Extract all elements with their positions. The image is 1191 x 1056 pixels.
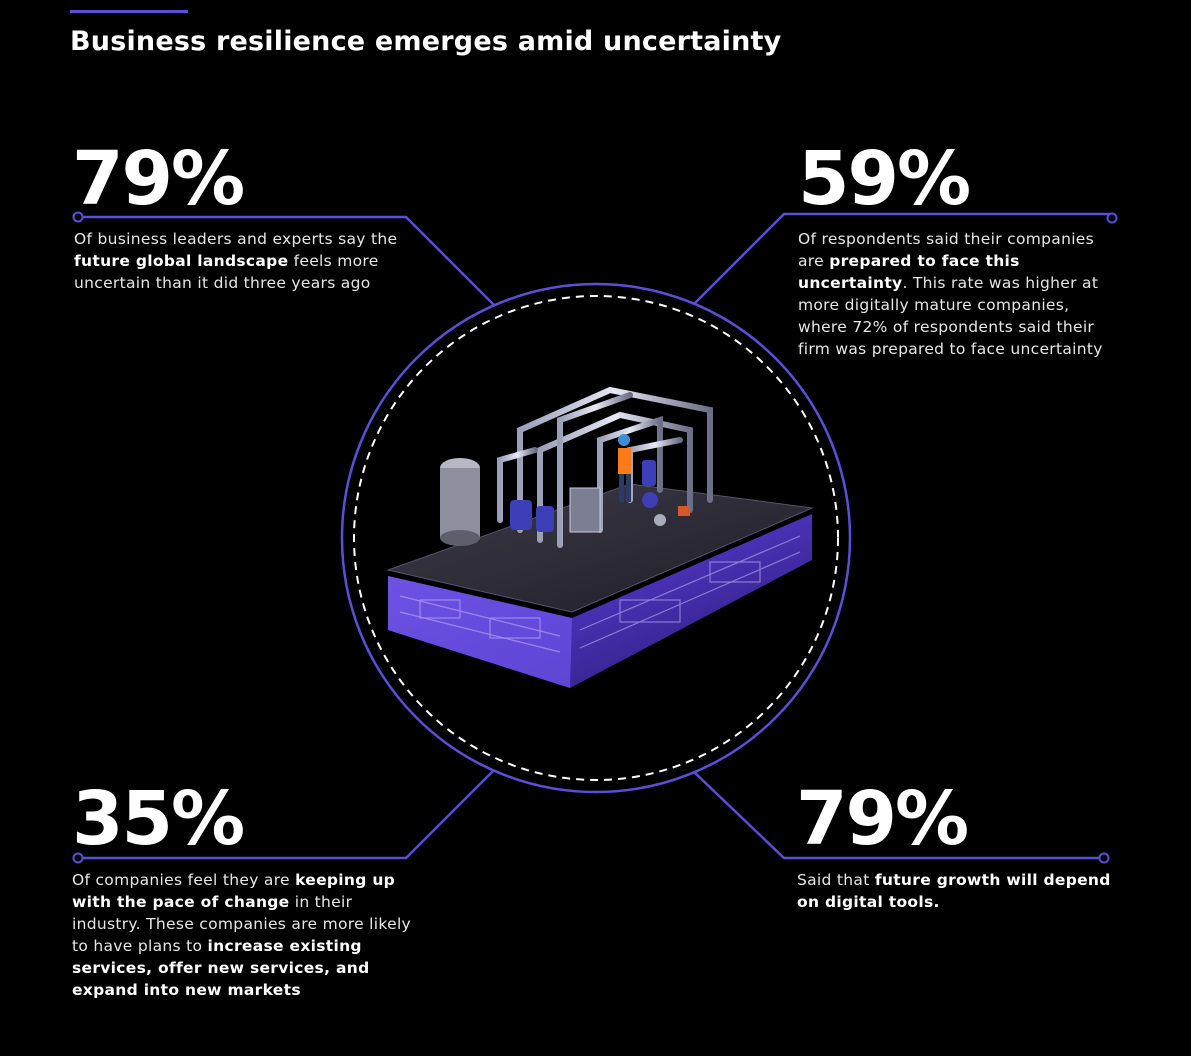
page-title: Business resilience emerges amid uncerta… [70, 26, 782, 57]
stat-value-bottom-left: 35% [72, 776, 245, 862]
connector-dot [72, 852, 84, 864]
connector-dot [1098, 852, 1110, 864]
stat-value-top-left: 79% [72, 136, 245, 222]
emphasis-text: future global landscape [74, 252, 289, 270]
stat-description-top-left: Of business leaders and experts say the … [74, 228, 414, 294]
body-text: in their industry. These companies are m… [72, 893, 412, 955]
inner-dashed-circle [353, 295, 839, 781]
stat-description-bottom-left: Of companies feel they are keeping up wi… [72, 869, 412, 1001]
emphasis-text: keeping up with the pace of change [72, 871, 396, 911]
outer-circle [340, 282, 852, 794]
connector-dot [72, 211, 84, 223]
connector-bottom-left [78, 769, 495, 860]
connector-top-left [78, 215, 495, 306]
connector-bottom-right [693, 771, 1104, 860]
body-text: feels more uncertain than it did three y… [74, 252, 379, 292]
emphasis-text: future growth will depend on digital too… [797, 871, 1111, 911]
stat-value-bottom-right: 79% [796, 776, 969, 862]
body-text: Said that [797, 871, 875, 889]
stat-description-top-right: Of respondents said their companies are … [798, 228, 1118, 360]
industrial-platform-illustration [386, 386, 814, 688]
body-text: . This rate was higher at more digitally… [798, 274, 1103, 358]
title-accent-rule [70, 10, 188, 13]
stat-value-top-right: 59% [798, 136, 971, 222]
body-text: Of business leaders and experts say the [74, 230, 398, 248]
connector-dot [1106, 212, 1118, 224]
connector-top-right [693, 212, 1112, 305]
stat-description-bottom-right: Said that future growth will depend on d… [797, 869, 1127, 913]
body-text: Of companies feel they are [72, 871, 296, 889]
body-text: Of respondents said their companies are [798, 230, 1095, 270]
emphasis-text: prepared to face this uncertainty [798, 252, 1020, 292]
emphasis-text: increase existing services, offer new se… [72, 937, 370, 999]
